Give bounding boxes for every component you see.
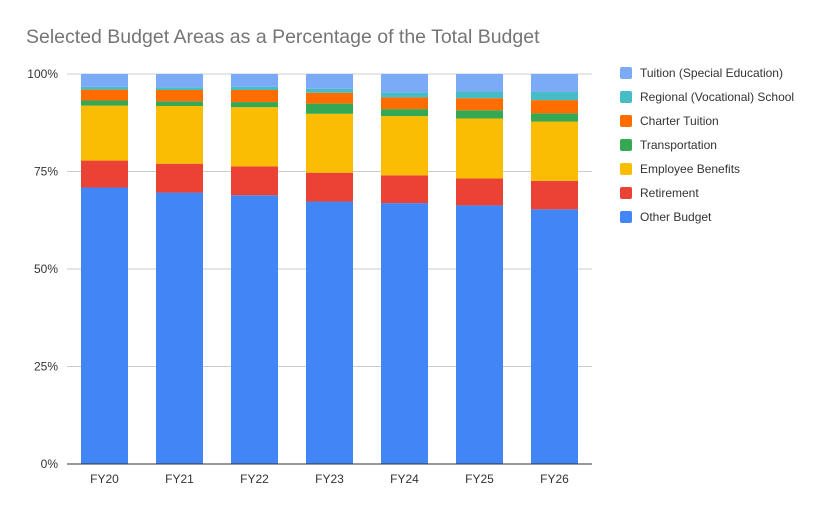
legend-item: Charter Tuition [620,114,719,128]
bar-segment-regional-vocational-school-fy24 [381,92,428,98]
bars [81,74,578,465]
bar-segment-regional-vocational-school-fy20 [81,86,128,90]
legend-swatch [620,211,632,223]
x-tick-label: FY20 [90,472,119,486]
bar-segment-charter-tuition-fy26 [531,100,578,114]
bar-segment-charter-tuition-fy22 [231,89,278,103]
bar-segment-tuition-special-education-fy20 [81,74,128,87]
y-tick-label: 25% [34,360,58,374]
bar-segment-regional-vocational-school-fy22 [231,86,278,90]
bar-segment-charter-tuition-fy24 [381,97,428,110]
bar-segment-transportation-fy24 [381,109,428,117]
legend-swatch [620,139,632,151]
bar-segment-regional-vocational-school-fy25 [456,91,503,99]
bar-segment-tuition-special-education-fy23 [306,74,353,89]
bar-segment-regional-vocational-school-fy21 [156,87,203,90]
bar-segment-employee-benefits-fy22 [231,107,278,167]
legend-swatch [620,91,632,103]
legend-item: Regional (Vocational) School [620,90,794,104]
bar-segment-retirement-fy23 [306,172,353,202]
bar-segment-retirement-fy21 [156,163,203,193]
bar-segment-retirement-fy20 [81,160,128,188]
legend-item: Other Budget [620,210,712,224]
y-tick-label: 100% [27,67,58,81]
y-tick-label: 75% [34,165,58,179]
legend-item: Tuition (Special Education) [620,66,783,80]
bar-segment-transportation-fy21 [156,101,203,106]
bar-segment-regional-vocational-school-fy23 [306,88,353,93]
bar-segment-other-budget-fy23 [306,201,353,464]
legend-swatch [620,67,632,79]
chart-title: Selected Budget Areas as a Percentage of… [26,26,540,48]
bar-segment-other-budget-fy22 [231,195,278,465]
x-tick-label: FY26 [540,472,569,486]
bar-segment-tuition-special-education-fy25 [456,74,503,92]
legend-item: Retirement [620,186,699,200]
bar-segment-transportation-fy26 [531,113,578,122]
legend-item: Transportation [620,138,717,152]
bar-segment-employee-benefits-fy23 [306,113,353,173]
legend-item: Employee Benefits [620,162,740,176]
bar-segment-employee-benefits-fy26 [531,121,578,181]
bar-segment-retirement-fy26 [531,180,578,210]
x-tick-label: FY23 [315,472,344,486]
bar-segment-tuition-special-education-fy24 [381,74,428,93]
bar-segment-retirement-fy24 [381,175,428,204]
legend-label: Transportation [640,138,717,152]
bar-segment-regional-vocational-school-fy26 [531,91,578,101]
bar-segment-charter-tuition-fy21 [156,89,203,102]
bar-segment-transportation-fy25 [456,110,503,119]
legend-label: Charter Tuition [640,114,719,128]
legend-label: Regional (Vocational) School [640,90,794,104]
bar-segment-transportation-fy20 [81,100,128,106]
x-tick-label: FY22 [240,472,269,486]
legend-swatch [620,187,632,199]
bar-segment-employee-benefits-fy21 [156,105,203,164]
bar-segment-employee-benefits-fy20 [81,105,128,161]
axes: 0% 25% 50% 75% 100% FY20 FY21 FY22 FY23 FY24 FY25 F… [27,67,592,486]
x-tick-label: FY25 [465,472,494,486]
bar-segment-tuition-special-education-fy22 [231,74,278,87]
y-tick-label: 0% [41,457,59,471]
bar-segment-other-budget-fy26 [531,209,578,464]
bar-segment-charter-tuition-fy20 [81,89,128,101]
x-tick-label: FY24 [390,472,419,486]
bar-segment-other-budget-fy24 [381,203,428,464]
x-tick-label: FY21 [165,472,194,486]
bar-segment-employee-benefits-fy25 [456,118,503,179]
legend-swatch [620,115,632,127]
y-tick-label: 50% [34,262,58,276]
bar-segment-other-budget-fy21 [156,192,203,464]
legend-label: Employee Benefits [640,162,740,176]
bar-segment-retirement-fy22 [231,166,278,196]
legend-label: Retirement [640,186,699,200]
bar-segment-transportation-fy22 [231,102,278,108]
bar-segment-retirement-fy25 [456,178,503,206]
bar-segment-charter-tuition-fy25 [456,98,503,111]
bar-segment-charter-tuition-fy23 [306,92,353,104]
bar-segment-other-budget-fy20 [81,187,128,465]
legend-swatch [620,163,632,175]
legend: Tuition (Special Education) Regional (Voc… [620,66,794,224]
legend-label: Other Budget [640,210,712,224]
bar-segment-tuition-special-education-fy26 [531,74,578,92]
bar-segment-employee-benefits-fy24 [381,116,428,176]
bar-segment-transportation-fy23 [306,103,353,114]
bar-segment-tuition-special-education-fy21 [156,74,203,88]
legend-label: Tuition (Special Education) [640,66,783,80]
bar-segment-other-budget-fy25 [456,205,503,464]
